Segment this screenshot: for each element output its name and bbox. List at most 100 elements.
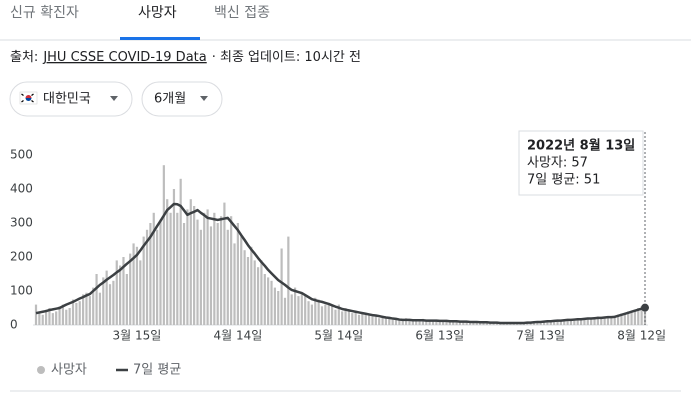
bar	[600, 318, 603, 325]
bar	[324, 304, 327, 325]
bar	[142, 236, 145, 325]
bar	[351, 313, 354, 325]
tab[interactable]: 백신 접종	[214, 5, 270, 21]
x-tick-label: 7월 13일	[516, 329, 565, 343]
bar	[166, 199, 169, 325]
bar	[479, 322, 482, 325]
bar	[384, 316, 388, 325]
bar	[172, 189, 176, 325]
bar	[182, 223, 186, 325]
bar	[102, 277, 105, 325]
bar	[307, 301, 310, 325]
bar	[253, 260, 256, 325]
country-dropdown[interactable]	[9, 81, 133, 117]
bar	[193, 206, 196, 325]
bar	[290, 294, 293, 325]
bar	[196, 219, 199, 325]
bar	[317, 299, 320, 325]
bar	[179, 178, 182, 325]
y-tick-label: 0	[10, 318, 18, 332]
bar	[230, 216, 233, 325]
bar	[112, 280, 115, 325]
x-tick-label: 5월 14일	[314, 329, 363, 343]
bar	[199, 229, 202, 325]
bar	[559, 320, 562, 325]
bar	[125, 274, 128, 325]
source-link[interactable]: JHU CSSE COVID-19 Data	[42, 50, 206, 65]
bar	[293, 287, 297, 325]
bar	[590, 318, 593, 325]
bar	[445, 319, 448, 325]
bar	[65, 309, 68, 325]
x-tick-label: 4월 14일	[213, 329, 262, 343]
bar	[472, 321, 475, 325]
bar	[176, 212, 179, 325]
bar	[405, 318, 408, 325]
bar	[283, 297, 287, 325]
bar	[475, 321, 478, 325]
bar	[616, 314, 620, 325]
bar	[320, 306, 324, 325]
bar	[640, 306, 643, 325]
y-tick-label: 200	[10, 250, 33, 264]
bar	[341, 311, 344, 325]
bar	[263, 274, 266, 325]
bar	[627, 311, 630, 325]
bar	[573, 318, 576, 325]
bar	[233, 243, 236, 325]
bar	[596, 316, 599, 325]
bar	[162, 165, 165, 325]
bar	[75, 302, 78, 325]
bar	[579, 318, 583, 325]
bar	[549, 321, 552, 325]
bar	[132, 243, 135, 325]
bar	[442, 320, 445, 325]
bar	[61, 304, 65, 325]
bar	[344, 308, 347, 325]
bar	[391, 319, 394, 325]
bar	[539, 322, 542, 325]
bar	[300, 292, 303, 325]
bar	[169, 212, 172, 325]
bar	[411, 320, 414, 325]
bar	[448, 321, 451, 325]
update-time: · 최종 업데이트: 10시간 전	[212, 50, 361, 65]
bar	[38, 311, 41, 325]
tab[interactable]: 신규 확진자	[10, 5, 79, 21]
bar	[203, 212, 206, 325]
period-dropdown[interactable]	[141, 81, 223, 117]
bar	[546, 320, 549, 325]
hover-point	[641, 303, 649, 312]
bar	[156, 229, 159, 325]
bar	[566, 319, 569, 325]
bar	[105, 270, 108, 325]
bar	[643, 305, 647, 325]
bar	[44, 309, 48, 325]
bar	[85, 292, 88, 325]
bar	[209, 226, 213, 325]
bar	[536, 321, 539, 325]
bar	[401, 319, 404, 325]
bar	[553, 320, 556, 325]
country-label[interactable]: 대한민국	[43, 92, 91, 107]
tooltip-line: 7일 평균: 51	[527, 173, 600, 188]
bar	[435, 320, 438, 325]
caret	[110, 96, 118, 101]
bar	[347, 309, 351, 325]
bar	[152, 212, 155, 325]
bar	[586, 317, 589, 325]
bar	[95, 274, 98, 325]
bar	[418, 320, 421, 325]
bar	[374, 314, 377, 325]
bar	[48, 308, 51, 325]
period-label[interactable]: 6개월	[154, 92, 186, 107]
tooltip	[518, 130, 644, 196]
bar	[623, 314, 626, 325]
bar	[236, 223, 239, 325]
tab[interactable]: 사망자	[138, 5, 177, 21]
bar	[310, 304, 314, 325]
bar	[41, 314, 44, 325]
bar	[71, 299, 75, 325]
